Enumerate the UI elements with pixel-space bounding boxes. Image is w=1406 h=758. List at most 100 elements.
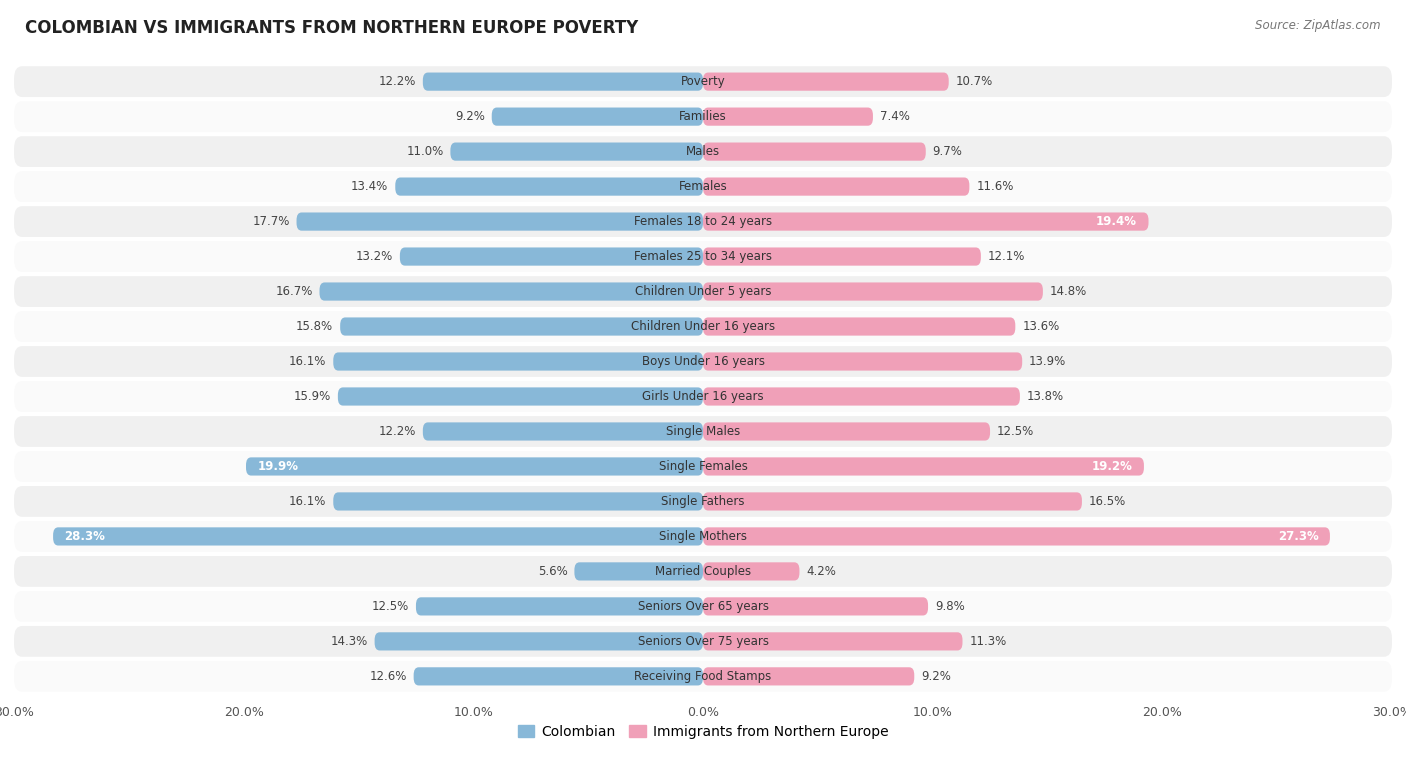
Text: Girls Under 16 years: Girls Under 16 years <box>643 390 763 403</box>
FancyBboxPatch shape <box>333 352 703 371</box>
FancyBboxPatch shape <box>703 422 990 440</box>
Text: 11.0%: 11.0% <box>406 145 443 158</box>
Text: 12.6%: 12.6% <box>370 670 406 683</box>
FancyBboxPatch shape <box>14 416 1392 447</box>
FancyBboxPatch shape <box>703 177 969 196</box>
FancyBboxPatch shape <box>703 387 1019 406</box>
Text: 13.6%: 13.6% <box>1022 320 1060 333</box>
Text: Receiving Food Stamps: Receiving Food Stamps <box>634 670 772 683</box>
FancyBboxPatch shape <box>14 346 1392 377</box>
FancyBboxPatch shape <box>703 493 1083 511</box>
FancyBboxPatch shape <box>703 562 800 581</box>
Legend: Colombian, Immigrants from Northern Europe: Colombian, Immigrants from Northern Euro… <box>512 719 894 744</box>
FancyBboxPatch shape <box>703 143 925 161</box>
FancyBboxPatch shape <box>450 143 703 161</box>
Text: 16.5%: 16.5% <box>1088 495 1126 508</box>
FancyBboxPatch shape <box>14 591 1392 622</box>
Text: Seniors Over 75 years: Seniors Over 75 years <box>637 635 769 648</box>
Text: 12.1%: 12.1% <box>988 250 1025 263</box>
FancyBboxPatch shape <box>703 352 1022 371</box>
FancyBboxPatch shape <box>703 108 873 126</box>
Text: Boys Under 16 years: Boys Under 16 years <box>641 355 765 368</box>
FancyBboxPatch shape <box>703 632 963 650</box>
Text: 12.5%: 12.5% <box>997 425 1035 438</box>
FancyBboxPatch shape <box>14 102 1392 132</box>
FancyBboxPatch shape <box>14 381 1392 412</box>
FancyBboxPatch shape <box>395 177 703 196</box>
FancyBboxPatch shape <box>703 318 1015 336</box>
FancyBboxPatch shape <box>703 247 981 265</box>
Text: Seniors Over 65 years: Seniors Over 65 years <box>637 600 769 613</box>
Text: 9.2%: 9.2% <box>921 670 950 683</box>
FancyBboxPatch shape <box>14 206 1392 237</box>
FancyBboxPatch shape <box>575 562 703 581</box>
FancyBboxPatch shape <box>423 73 703 91</box>
FancyBboxPatch shape <box>53 528 703 546</box>
FancyBboxPatch shape <box>14 171 1392 202</box>
FancyBboxPatch shape <box>14 486 1392 517</box>
FancyBboxPatch shape <box>703 528 1330 546</box>
Text: 12.2%: 12.2% <box>378 75 416 88</box>
FancyBboxPatch shape <box>246 457 703 475</box>
FancyBboxPatch shape <box>14 241 1392 272</box>
Text: 4.2%: 4.2% <box>807 565 837 578</box>
FancyBboxPatch shape <box>297 212 703 230</box>
Text: 12.5%: 12.5% <box>371 600 409 613</box>
Text: 14.3%: 14.3% <box>330 635 368 648</box>
Text: 15.9%: 15.9% <box>294 390 330 403</box>
FancyBboxPatch shape <box>374 632 703 650</box>
FancyBboxPatch shape <box>703 667 914 685</box>
FancyBboxPatch shape <box>14 311 1392 342</box>
FancyBboxPatch shape <box>703 73 949 91</box>
Text: Source: ZipAtlas.com: Source: ZipAtlas.com <box>1256 19 1381 32</box>
FancyBboxPatch shape <box>14 521 1392 552</box>
Text: Females: Females <box>679 180 727 193</box>
Text: Poverty: Poverty <box>681 75 725 88</box>
Text: 13.2%: 13.2% <box>356 250 392 263</box>
Text: 16.1%: 16.1% <box>290 355 326 368</box>
FancyBboxPatch shape <box>14 66 1392 97</box>
Text: 9.8%: 9.8% <box>935 600 965 613</box>
FancyBboxPatch shape <box>14 626 1392 656</box>
Text: 14.8%: 14.8% <box>1050 285 1087 298</box>
Text: 13.4%: 13.4% <box>352 180 388 193</box>
Text: Females 18 to 24 years: Females 18 to 24 years <box>634 215 772 228</box>
FancyBboxPatch shape <box>337 387 703 406</box>
FancyBboxPatch shape <box>703 283 1043 301</box>
Text: 28.3%: 28.3% <box>65 530 105 543</box>
Text: Females 25 to 34 years: Females 25 to 34 years <box>634 250 772 263</box>
Text: 11.3%: 11.3% <box>969 635 1007 648</box>
Text: 12.2%: 12.2% <box>378 425 416 438</box>
FancyBboxPatch shape <box>399 247 703 265</box>
FancyBboxPatch shape <box>703 212 1149 230</box>
Text: 13.8%: 13.8% <box>1026 390 1064 403</box>
FancyBboxPatch shape <box>413 667 703 685</box>
Text: 19.2%: 19.2% <box>1091 460 1132 473</box>
FancyBboxPatch shape <box>319 283 703 301</box>
Text: 16.7%: 16.7% <box>276 285 312 298</box>
Text: 13.9%: 13.9% <box>1029 355 1066 368</box>
Text: Families: Families <box>679 110 727 123</box>
FancyBboxPatch shape <box>333 493 703 511</box>
FancyBboxPatch shape <box>703 597 928 615</box>
FancyBboxPatch shape <box>14 661 1392 692</box>
Text: Children Under 16 years: Children Under 16 years <box>631 320 775 333</box>
Text: COLOMBIAN VS IMMIGRANTS FROM NORTHERN EUROPE POVERTY: COLOMBIAN VS IMMIGRANTS FROM NORTHERN EU… <box>25 19 638 37</box>
Text: 27.3%: 27.3% <box>1278 530 1319 543</box>
Text: 16.1%: 16.1% <box>290 495 326 508</box>
Text: 19.9%: 19.9% <box>257 460 298 473</box>
Text: 10.7%: 10.7% <box>956 75 993 88</box>
Text: 9.2%: 9.2% <box>456 110 485 123</box>
Text: 5.6%: 5.6% <box>537 565 568 578</box>
FancyBboxPatch shape <box>14 556 1392 587</box>
Text: Males: Males <box>686 145 720 158</box>
Text: Single Males: Single Males <box>666 425 740 438</box>
FancyBboxPatch shape <box>14 451 1392 482</box>
FancyBboxPatch shape <box>703 457 1144 475</box>
Text: 17.7%: 17.7% <box>252 215 290 228</box>
FancyBboxPatch shape <box>14 136 1392 167</box>
FancyBboxPatch shape <box>492 108 703 126</box>
Text: 15.8%: 15.8% <box>297 320 333 333</box>
Text: 9.7%: 9.7% <box>932 145 963 158</box>
Text: Children Under 5 years: Children Under 5 years <box>634 285 772 298</box>
